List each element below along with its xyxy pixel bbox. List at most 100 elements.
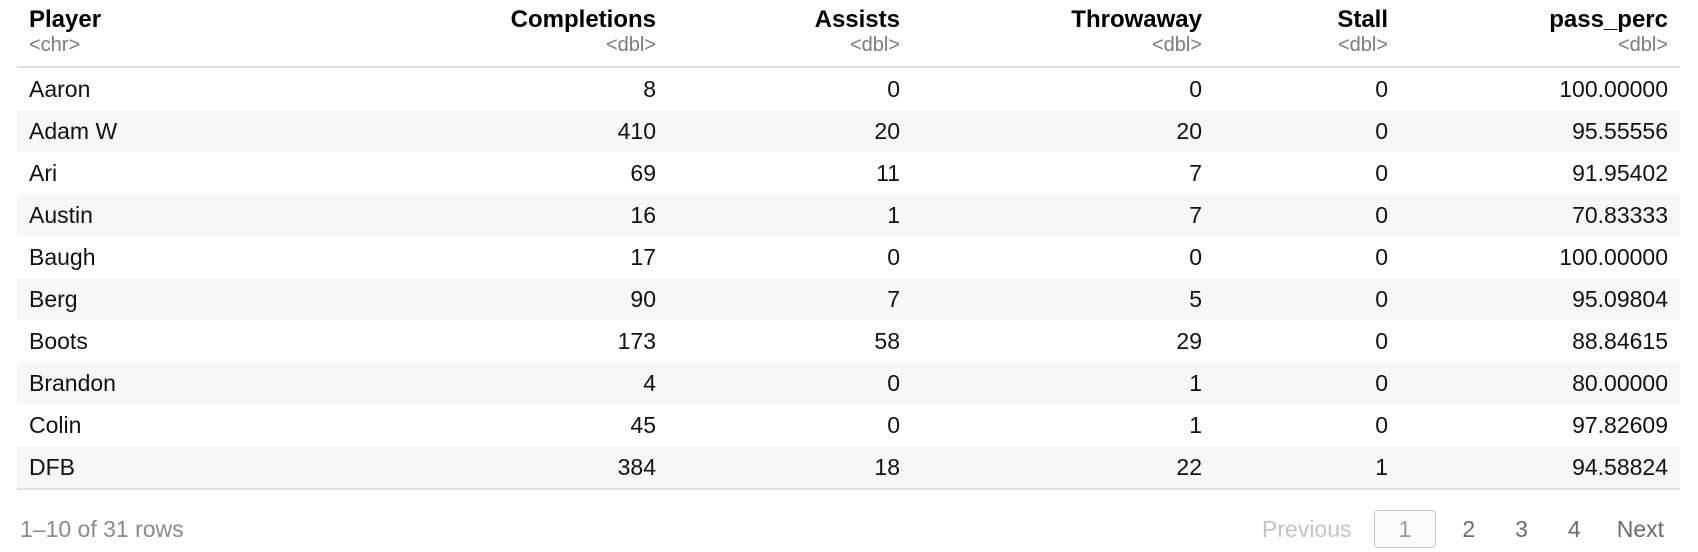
- cell-assists: 1: [668, 194, 912, 236]
- column-header-assists: Assists <dbl>: [668, 0, 912, 68]
- cell-completions: 90: [180, 278, 668, 320]
- cell-stall: 0: [1214, 194, 1400, 236]
- cell-player: Austin: [17, 194, 180, 236]
- table-body: Aaron 8 0 0 0 100.00000 Adam W 410 20 20 0 95.55556…: [17, 67, 1680, 490]
- cell-throwaway: 20: [912, 110, 1214, 152]
- column-type: <dbl>: [1151, 34, 1202, 56]
- cell-assists: 18: [668, 446, 912, 490]
- cell-stall: 1: [1214, 446, 1400, 490]
- cell-assists: 0: [668, 362, 912, 404]
- column-name: Stall: [1337, 6, 1388, 33]
- cell-assists: 0: [887, 75, 900, 102]
- cell-stall: 0: [1375, 75, 1388, 102]
- cell-stall: 0: [1214, 362, 1400, 404]
- table-row: DFB 384 18 22 1 94.58824: [17, 446, 1680, 490]
- cell-stall: 0: [1375, 411, 1388, 438]
- column-name: Completions: [510, 6, 656, 33]
- cell-pass-perc: 95.09804: [1400, 278, 1680, 320]
- cell-throwaway: 29: [1176, 327, 1202, 354]
- cell-stall: 0: [1375, 159, 1388, 186]
- pagination: Previous 1 2 3 4 Next: [1246, 509, 1680, 549]
- cell-pass-perc: 91.95402: [1572, 159, 1668, 186]
- cell-throwaway: 1: [912, 362, 1214, 404]
- cell-stall: 0: [1375, 327, 1388, 354]
- cell-assists: 0: [887, 411, 900, 438]
- table-row: Aaron 8 0 0 0 100.00000: [17, 67, 1680, 110]
- cell-completions: 173: [617, 327, 656, 354]
- column-name: Assists: [814, 6, 900, 33]
- cell-pass-perc: 70.83333: [1400, 194, 1680, 236]
- cell-completions: 384: [180, 446, 668, 490]
- column-type: <chr>: [29, 34, 81, 56]
- cell-throwaway: 0: [1189, 243, 1202, 270]
- cell-pass-perc: 80.00000: [1400, 362, 1680, 404]
- cell-throwaway: 7: [912, 194, 1214, 236]
- table-row: Colin 45 0 1 0 97.82609: [17, 404, 1680, 446]
- cell-throwaway: 0: [1189, 75, 1202, 102]
- cell-assists: 7: [668, 278, 912, 320]
- page-button-2[interactable]: 2: [1462, 516, 1476, 542]
- cell-completions: 17: [630, 243, 656, 270]
- table-row: Austin 16 1 7 0 70.83333: [17, 194, 1680, 236]
- header-row: Player <chr> Completions <dbl> Assists <dbl> T…: [17, 0, 1680, 68]
- cell-player: Ari: [29, 159, 58, 186]
- cell-throwaway: 7: [1189, 159, 1202, 186]
- column-header-player: Player <chr>: [17, 0, 180, 68]
- column-type: <dbl>: [1337, 34, 1388, 56]
- cell-assists: 11: [876, 159, 900, 186]
- table-row: Brandon 4 0 1 0 80.00000: [17, 362, 1680, 404]
- page-button-3[interactable]: 3: [1515, 516, 1528, 542]
- cell-player: Baugh: [29, 243, 96, 270]
- cell-pass-perc: 97.82609: [1572, 411, 1668, 438]
- table-row: Baugh 17 0 0 0 100.00000: [17, 236, 1680, 278]
- column-type: <dbl>: [605, 34, 656, 56]
- table-row: Adam W 410 20 20 0 95.55556: [17, 110, 1680, 152]
- column-header-throwaway: Throwaway <dbl>: [912, 0, 1214, 68]
- column-name: pass_perc: [1549, 6, 1668, 33]
- cell-player: DFB: [17, 446, 180, 490]
- cell-completions: 69: [630, 159, 656, 186]
- data-table: Player <chr> Completions <dbl> Assists <dbl> T…: [17, 0, 1680, 490]
- cell-assists: 58: [874, 327, 900, 354]
- table-footer: 1–10 of 31 rows Previous 1 2 3 4 Next: [20, 509, 1680, 549]
- table-row: Boots 173 58 29 0 88.84615: [17, 320, 1680, 362]
- cell-player: Aaron: [29, 75, 91, 102]
- table-row: Ari 69 11 7 0 91.95402: [17, 152, 1680, 194]
- column-name: Throwaway: [1071, 6, 1202, 33]
- cell-pass-perc: 88.84615: [1572, 327, 1668, 354]
- cell-player: Berg: [17, 278, 180, 320]
- cell-pass-perc: 95.55556: [1400, 110, 1680, 152]
- column-type: <dbl>: [849, 34, 900, 56]
- cell-player: Colin: [29, 411, 82, 438]
- cell-completions: 410: [180, 110, 668, 152]
- cell-pass-perc: 100.00000: [1559, 243, 1668, 270]
- page-button-1[interactable]: 1: [1373, 510, 1437, 548]
- next-page-button[interactable]: Next: [1616, 516, 1664, 542]
- table-row: Berg 90 7 5 0 95.09804: [17, 278, 1680, 320]
- column-header-pass-perc: pass_perc <dbl>: [1400, 0, 1680, 68]
- previous-page-button[interactable]: Previous: [1262, 516, 1352, 542]
- column-header-stall: Stall <dbl>: [1214, 0, 1400, 68]
- table-header: Player <chr> Completions <dbl> Assists <dbl> T…: [17, 0, 1680, 68]
- cell-assists: 0: [887, 243, 900, 270]
- column-name: Player: [29, 6, 102, 33]
- cell-player: Brandon: [17, 362, 180, 404]
- cell-assists: 20: [668, 110, 912, 152]
- cell-throwaway: 1: [1189, 411, 1202, 438]
- cell-completions: 16: [180, 194, 668, 236]
- data-table-container: Player <chr> Completions <dbl> Assists <dbl> T…: [17, 0, 1680, 490]
- column-header-completions: Completions <dbl>: [180, 0, 668, 68]
- cell-completions: 45: [630, 411, 656, 438]
- cell-stall: 0: [1214, 278, 1400, 320]
- page-button-4[interactable]: 4: [1567, 516, 1581, 542]
- cell-completions: 8: [643, 75, 656, 102]
- cell-player: Adam W: [17, 110, 180, 152]
- cell-stall: 0: [1214, 110, 1400, 152]
- row-count-info: 1–10 of 31 rows: [20, 516, 184, 542]
- cell-player: Boots: [29, 327, 88, 354]
- cell-throwaway: 5: [912, 278, 1214, 320]
- cell-stall: 0: [1375, 243, 1388, 270]
- cell-pass-perc: 100.00000: [1559, 75, 1668, 102]
- cell-pass-perc: 94.58824: [1400, 446, 1680, 490]
- cell-throwaway: 22: [912, 446, 1214, 490]
